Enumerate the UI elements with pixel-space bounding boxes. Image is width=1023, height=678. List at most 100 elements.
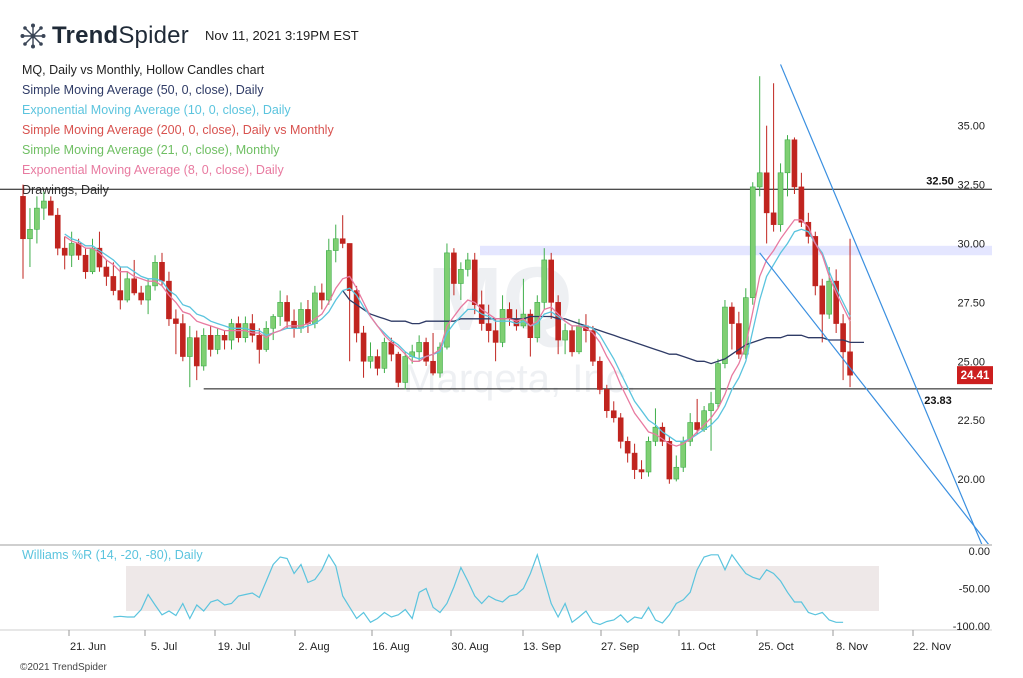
candle-body xyxy=(798,186,805,223)
price-tick-label: 35.00 xyxy=(957,121,985,133)
candle-body xyxy=(666,441,673,480)
candle-body xyxy=(145,285,151,301)
candle-body xyxy=(617,417,624,442)
candle-body xyxy=(263,327,270,350)
date-tick-label: 27. Sep xyxy=(601,641,639,653)
level-label-lower: 23.83 xyxy=(924,395,952,407)
trendline-1 xyxy=(779,64,983,546)
candle-body xyxy=(54,214,61,249)
candle-body xyxy=(548,259,555,303)
candle-body xyxy=(103,266,110,277)
resistance-zone-band xyxy=(480,245,992,256)
williams-r-tick-label: 0.00 xyxy=(969,546,990,558)
date-tick-label: 30. Aug xyxy=(451,641,488,653)
candle-body xyxy=(173,318,179,324)
candle-body xyxy=(687,422,694,442)
date-axis: 21. Jun 5. Jul 19. Jul 2. Aug 16. Aug 30. Aug… xyxy=(68,630,951,653)
candle-body xyxy=(770,212,777,225)
candle-body xyxy=(381,342,388,369)
candle-body xyxy=(784,139,791,174)
williams-r-tick-label: -100.00 xyxy=(953,621,990,633)
candle-body xyxy=(166,280,172,320)
candle-body xyxy=(117,290,124,301)
legend-ema8[interactable]: Exponential Moving Average (8, 0, close)… xyxy=(22,163,284,177)
candle-body xyxy=(485,323,492,331)
candle-body xyxy=(603,389,610,412)
candle-body xyxy=(339,238,346,244)
candle-body xyxy=(325,250,332,301)
candle-body xyxy=(437,346,443,374)
legend-sma200[interactable]: Simple Moving Average (200, 0, close), D… xyxy=(22,123,334,137)
candle-body xyxy=(464,259,471,270)
candle-body xyxy=(833,280,839,324)
candle-body xyxy=(499,309,506,343)
candle-body xyxy=(395,353,402,383)
candle-body xyxy=(68,243,75,256)
candle-body xyxy=(41,200,47,209)
price-tick-label: 25.00 xyxy=(957,356,985,368)
candle-body xyxy=(319,292,325,301)
moving-averages xyxy=(64,219,864,447)
price-tick-label: 20.00 xyxy=(957,474,985,486)
candle-body xyxy=(214,335,221,350)
candle-body xyxy=(138,292,144,301)
candle-body xyxy=(96,247,103,268)
candle-body xyxy=(193,337,200,367)
candle-body xyxy=(360,332,367,362)
candle-body xyxy=(471,259,478,306)
candle-body xyxy=(736,323,742,355)
candle-body xyxy=(791,139,798,188)
candle-body xyxy=(562,330,568,341)
price-tick-label: 27.50 xyxy=(957,297,985,309)
williams-r-tick-label: -50.00 xyxy=(959,584,990,596)
candle-body xyxy=(416,342,422,353)
candle-body xyxy=(221,335,228,341)
candle-body xyxy=(444,252,450,348)
candle-body xyxy=(506,309,513,320)
date-tick-label: 19. Jul xyxy=(218,641,250,653)
candle-body xyxy=(749,186,756,298)
candle-body xyxy=(207,335,214,350)
date-tick-label: 5. Jul xyxy=(151,641,177,653)
candle-body xyxy=(430,360,436,374)
candle-body xyxy=(680,441,687,468)
legend-sma21-monthly[interactable]: Simple Moving Average (21, 0, close), Mo… xyxy=(22,143,280,157)
legend-ema10[interactable]: Exponential Moving Average (10, 0, close… xyxy=(22,103,291,117)
williams-r-line xyxy=(113,552,844,626)
candle-body xyxy=(27,229,33,240)
last-price-badge xyxy=(957,366,993,385)
candle-body xyxy=(402,356,409,383)
logo-wordmark: TrendSpider xyxy=(52,22,189,49)
candle-body xyxy=(277,302,283,317)
chart-timestamp: Nov 11, 2021 3:19PM EST xyxy=(205,28,359,43)
candle-body xyxy=(805,221,812,237)
candle-body xyxy=(270,316,277,329)
candle-body xyxy=(729,306,735,324)
candle-body xyxy=(228,323,235,341)
candle-body xyxy=(256,335,263,350)
candle-body xyxy=(353,290,360,334)
resistance-zone xyxy=(480,245,992,256)
williams-r-band xyxy=(126,566,879,611)
candle-body xyxy=(180,323,186,357)
date-tick-label: 25. Oct xyxy=(758,641,793,653)
legend-sma50[interactable]: Simple Moving Average (50, 0, close), Da… xyxy=(22,83,264,97)
candle-body xyxy=(722,306,728,364)
candle-body xyxy=(576,325,582,353)
candle-body xyxy=(819,285,826,315)
copyright: ©2021 TrendSpider xyxy=(20,662,107,673)
price-tick-label: 22.50 xyxy=(957,415,985,427)
candle-body xyxy=(847,351,853,376)
candle-body xyxy=(624,441,631,454)
date-tick-label: 22. Nov xyxy=(913,641,951,653)
candle-body xyxy=(610,410,617,419)
candle-body xyxy=(82,254,89,273)
candle-body xyxy=(458,269,464,284)
candle-body xyxy=(451,252,457,284)
level-label-upper: 32.50 xyxy=(926,175,954,187)
last-price-label: 24.41 xyxy=(961,370,990,382)
candle-body xyxy=(187,337,193,357)
candle-body xyxy=(708,403,714,412)
candle-body xyxy=(840,323,846,353)
